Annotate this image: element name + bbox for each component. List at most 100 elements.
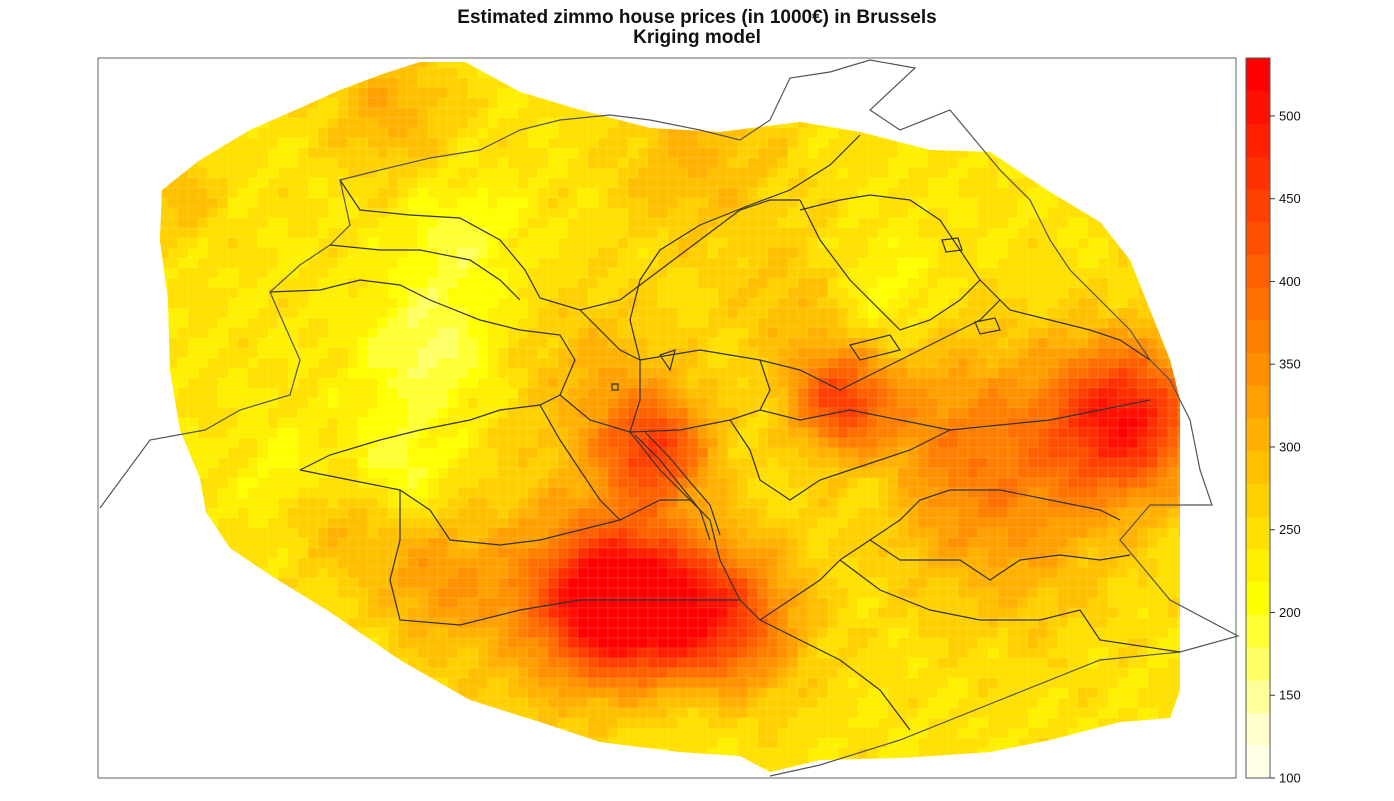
heatmap-cell [417,227,429,239]
heatmap-cell [187,257,199,269]
heatmap-cell [707,277,719,289]
heatmap-cell [547,147,559,159]
heatmap-cell [397,257,409,269]
heatmap-cell [797,387,809,399]
heatmap-cell [477,237,489,249]
heatmap-cell [647,477,659,489]
heatmap-cell [467,377,479,389]
heatmap-cell [357,87,369,99]
heatmap-cell [307,227,319,239]
heatmap-cell [957,327,969,339]
heatmap-cell [647,367,659,379]
heatmap-cell [737,247,749,259]
heatmap-cell [397,107,409,119]
heatmap-cell [787,307,799,319]
heatmap-cell [447,257,459,269]
heatmap-cell [517,287,529,299]
heatmap-cell [807,127,819,139]
heatmap-cell [577,327,589,339]
heatmap-cell [447,67,459,79]
heatmap-cell [1097,437,1109,449]
heatmap-cell [1127,407,1139,419]
heatmap-cell [217,357,229,369]
heatmap-cell [367,207,379,219]
heatmap-cell [497,487,509,499]
heatmap-cell [577,367,589,379]
heatmap-cell [367,277,379,289]
heatmap-cell [977,157,989,169]
heatmap-cell [497,87,509,99]
heatmap-cell [617,357,629,369]
heatmap-cell [1107,267,1119,279]
heatmap-cell [887,237,899,249]
heatmap-cell [527,167,539,179]
heatmap-cell [317,97,329,109]
heatmap-cell [1007,427,1019,439]
heatmap-cell [187,357,199,369]
heatmap-cell [1007,287,1019,299]
heatmap-cell [427,87,439,99]
heatmap-cell [497,187,509,199]
heatmap-cell [797,187,809,199]
heatmap-cell [237,287,249,299]
heatmap-cell [217,147,229,159]
heatmap-cell [227,417,239,429]
heatmap-cell [327,227,339,239]
heatmap-cell [407,357,419,369]
heatmap-cell [787,427,799,439]
heatmap-cell [237,357,249,369]
heatmap-cell [457,107,469,119]
heatmap-cell [987,187,999,199]
heatmap-cell [247,337,259,349]
heatmap-cell [787,327,799,339]
heatmap-cell [1027,317,1039,329]
heatmap-cell [1087,337,1099,349]
heatmap-cell [867,427,879,439]
heatmap-cell [287,237,299,249]
heatmap-cell [227,147,239,159]
heatmap-cell [617,207,629,219]
heatmap-cell [917,267,929,279]
heatmap-cell [967,337,979,349]
heatmap-cell [217,457,229,469]
heatmap-cell [737,277,749,289]
heatmap-cell [867,177,879,189]
heatmap-cell [377,107,389,119]
heatmap-cell [647,157,659,169]
heatmap-cell [1127,347,1139,359]
heatmap-cell [827,267,839,279]
heatmap-cell [777,327,789,339]
heatmap-cell [477,77,489,89]
heatmap-cell [927,327,939,339]
heatmap-cell [397,157,409,169]
heatmap-cell [897,207,909,219]
heatmap-cell [277,477,289,489]
heatmap-cell [257,207,269,219]
heatmap-cell [917,487,929,499]
heatmap-cell [827,147,839,159]
heatmap-cell [837,337,849,349]
heatmap-cell [357,307,369,319]
heatmap-cell [1157,427,1169,439]
heatmap-cell [837,157,849,169]
heatmap-cell [1137,337,1149,349]
heatmap-cell [267,237,279,249]
heatmap-cell [567,317,579,329]
heatmap-cell [687,267,699,279]
heatmap-cell [557,157,569,169]
heatmap-cell [717,307,729,319]
heatmap-cell [227,467,239,479]
heatmap-cell [797,277,809,289]
heatmap-cell [587,247,599,259]
heatmap-cell [167,287,179,299]
heatmap-cell [997,277,1009,289]
heatmap-cell [817,277,829,289]
heatmap-cell [417,397,429,409]
heatmap-cell [487,397,499,409]
heatmap-cell [307,217,319,229]
heatmap-cell [257,377,269,389]
heatmap-cell [667,277,679,289]
heatmap-cell [257,247,269,259]
heatmap-cell [967,357,979,369]
heatmap-cell [467,227,479,239]
